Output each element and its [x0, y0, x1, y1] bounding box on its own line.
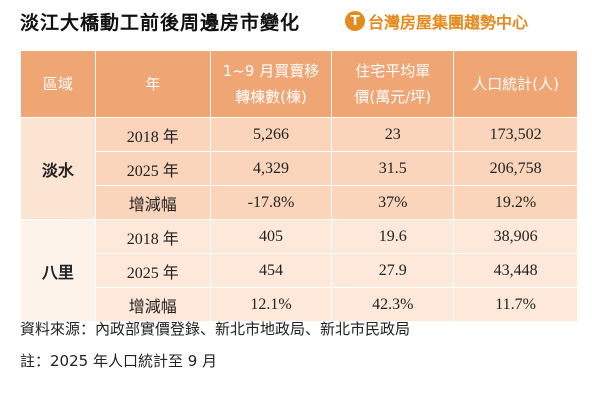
header-sales-line2: 轉棟數(棟)	[235, 88, 307, 106]
header-year: 年	[94, 50, 211, 118]
region-group-bali: 八里 2018 年 405 19.6 38,906 2025 年 454 27.…	[20, 219, 578, 322]
price-cell: 27.9	[331, 253, 455, 288]
table-row: 淡水 2018 年 5,266 23 173,502	[20, 117, 578, 220]
header-region: 區域	[20, 50, 96, 118]
price-cell: 42.3%	[331, 287, 455, 322]
sales-cell: 4,329	[209, 151, 333, 186]
population-cell: 38,906	[453, 219, 578, 254]
header-price: 住宅平均單 價(萬元/坪)	[331, 50, 455, 118]
price-cell: 23	[331, 117, 455, 152]
population-cell: 11.7%	[453, 287, 578, 322]
population-cell: 206,758	[453, 151, 578, 186]
header-sales: 1~9 月買賣移 轉棟數(棟)	[209, 50, 333, 118]
price-cell: 31.5	[331, 151, 455, 186]
sales-cell: 12.1%	[209, 287, 333, 322]
region-cell: 八里	[20, 219, 96, 322]
population-cell: 173,502	[453, 117, 578, 152]
logo-text: 台灣房屋集團趨勢中心	[368, 13, 529, 32]
header-price-line1: 住宅平均單	[355, 62, 431, 80]
year-cell: 2018 年	[94, 117, 211, 152]
page-title: 淡江大橋動工前後周邊房市變化	[20, 12, 301, 34]
table-row: 八里 2018 年 405 19.6 38,906	[20, 219, 578, 322]
header-sales-line1: 1~9 月買賣移	[222, 62, 320, 80]
logo-icon: T	[345, 11, 365, 31]
population-cell: 19.2%	[453, 185, 578, 220]
table-row: 增減幅 -17.8% 37% 19.2%	[21, 185, 578, 220]
source-note: 資料來源：內政部實價登錄、新北市地政局、新北市民政局	[20, 320, 411, 338]
year-cell: 增減幅	[94, 185, 211, 220]
population-cell: 43,448	[453, 253, 578, 288]
price-cell: 19.6	[331, 219, 455, 254]
header-price-line2: 價(萬元/坪)	[354, 88, 432, 106]
brand-logo: T 台灣房屋集團趨勢中心	[345, 9, 528, 33]
housing-market-table: 區域 年 1~9 月買賣移 轉棟數(棟) 住宅平均單 價(萬元/坪) 人口統計(…	[20, 50, 578, 322]
footnote: 註：2025 年人口統計至 9 月	[20, 352, 218, 370]
header-population: 人口統計(人)	[453, 50, 578, 118]
year-cell: 2025 年	[94, 151, 211, 186]
region-cell: 淡水	[20, 117, 96, 220]
table-row: 2025 年 4,329 31.5 206,758	[21, 151, 578, 186]
sales-cell: 454	[209, 253, 333, 288]
year-cell: 2025 年	[94, 253, 211, 288]
year-cell: 增減幅	[94, 287, 211, 322]
year-cell: 2018 年	[94, 219, 211, 254]
price-cell: 37%	[331, 185, 455, 220]
table-row: 2025 年 454 27.9 43,448	[21, 253, 578, 288]
sales-cell: 405	[209, 219, 333, 254]
region-group-tamsui: 淡水 2018 年 5,266 23 173,502 2025 年 4,329 …	[20, 117, 578, 220]
table-row: 增減幅 12.1% 42.3% 11.7%	[21, 287, 578, 322]
table-header-row: 區域 年 1~9 月買賣移 轉棟數(棟) 住宅平均單 價(萬元/坪) 人口統計(…	[20, 50, 578, 118]
sales-cell: -17.8%	[209, 185, 333, 220]
sales-cell: 5,266	[209, 117, 333, 152]
